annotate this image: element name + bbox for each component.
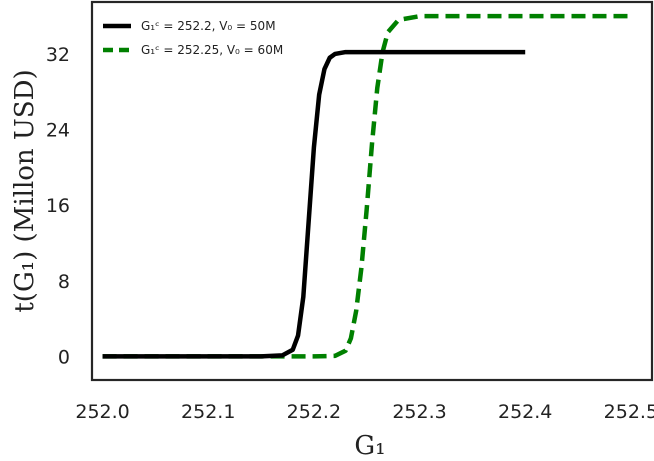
y-tick-label: 16 [46, 195, 70, 217]
x-axis-label: G₁ [354, 431, 385, 461]
y-tick-labels: 0 8 16 24 32 [46, 44, 70, 368]
x-tick-labels: 252.0 252.1 252.2 252.3 252.4 252.5 [75, 401, 654, 423]
series-layer [102, 13, 631, 359]
series-line-2 [102, 13, 631, 359]
y-tick-label: 32 [46, 44, 70, 66]
y-tick-label: 0 [58, 346, 70, 368]
plot-frame [90, 0, 654, 382]
x-tick-label: 252.1 [181, 401, 235, 423]
x-tick-label: 252.2 [287, 401, 341, 423]
series-line-1 [102, 49, 526, 359]
x-tick-label: 252.5 [604, 401, 654, 423]
legend-label-series-1: G₁ᶜ = 252.2, V₀ = 50M [141, 19, 276, 33]
y-tick-label: 8 [58, 271, 70, 293]
x-tick-label: 252.3 [392, 401, 446, 423]
y-axis-label: t(G₁) (Millon USD) [10, 69, 40, 312]
y-tick-label: 24 [46, 120, 70, 142]
x-tick-label: 252.4 [498, 401, 552, 423]
x-tick-label: 252.0 [75, 401, 129, 423]
legend-label-series-2: G₁ᶜ = 252.25, V₀ = 60M [141, 43, 283, 57]
legend: G₁ᶜ = 252.2, V₀ = 50M G₁ᶜ = 252.25, V₀ =… [103, 19, 283, 57]
